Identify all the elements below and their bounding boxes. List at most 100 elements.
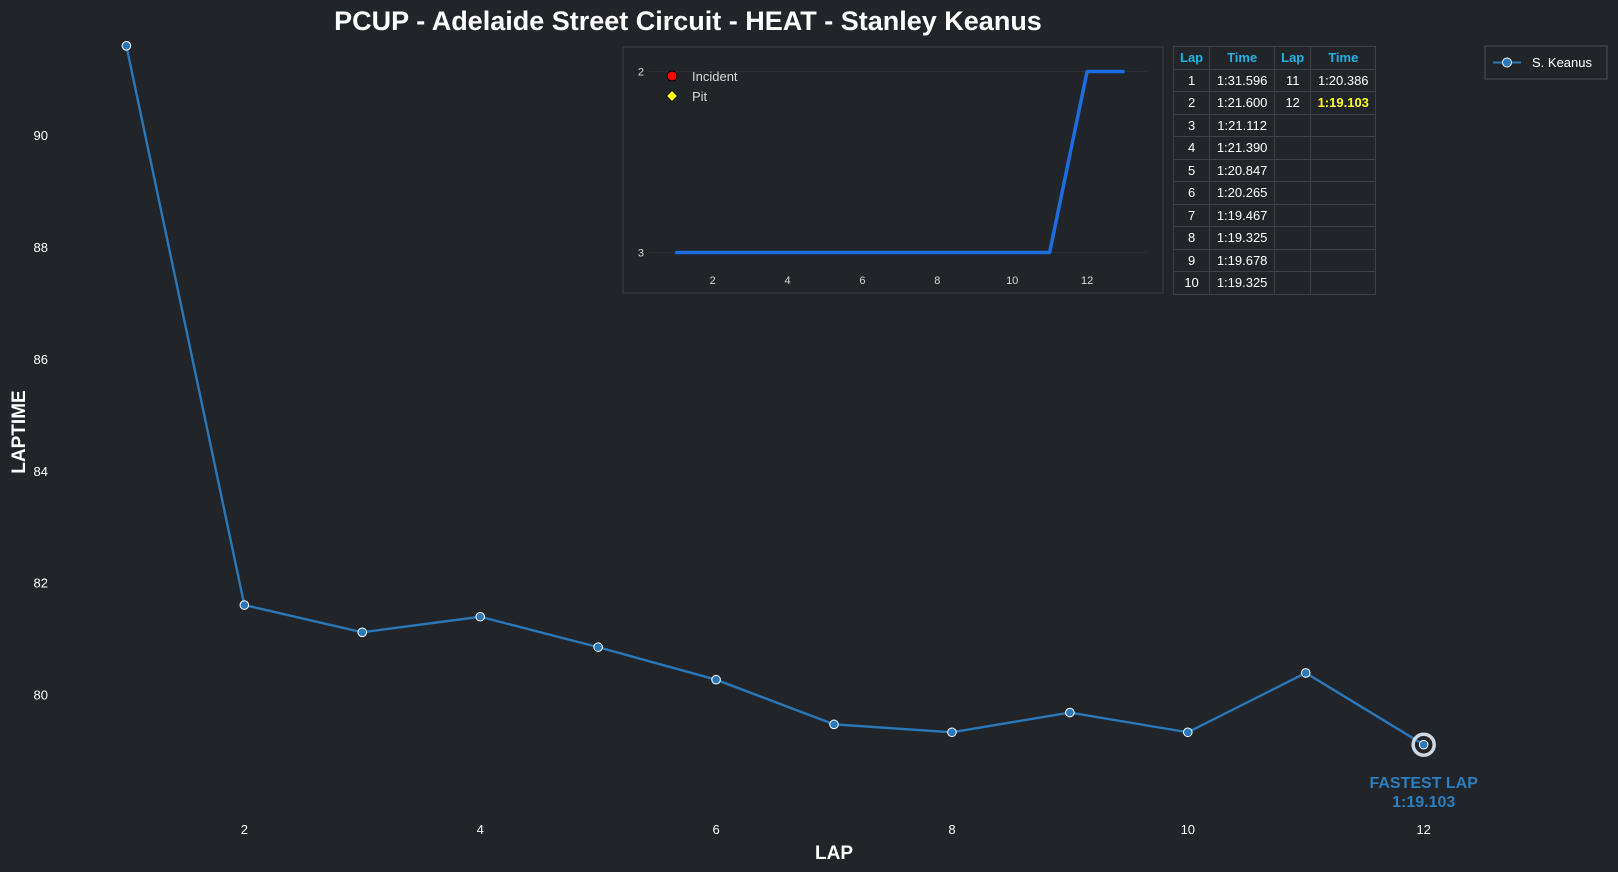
position-inset-chart: 2 3 2 4 6 8 10 12 Incident Pit [622,46,1164,294]
legend-entry-s-keanus: S. Keanus [1532,55,1592,70]
table-cell-time: 1:20.265 [1209,181,1276,205]
inset-y-tick-label: 2 [638,66,644,78]
inset-x-tick-label: 6 [859,275,865,287]
lap-table-body: 1 1:31.596 11 1:20.386 2 1:21.600 12 1:19.103 3 1… [1172,68,1377,295]
table-cell-time: 1:31.596 [1209,68,1276,92]
inset-x-tick-label: 2 [710,275,716,287]
table-cell-lap [1274,136,1312,160]
table-cell-time: 1:20.847 [1209,158,1276,182]
y-tick-label: 84 [34,464,48,479]
table-cell-time: 1:19.103 [1310,91,1377,115]
header-lap: Lap [1274,46,1312,70]
y-tick-label: 90 [34,128,48,143]
inset-x-tick-label: 4 [784,275,790,287]
table-cell-lap [1274,181,1312,205]
table-cell-time: 1:21.390 [1209,136,1276,160]
x-axis-label: LAP [815,843,853,864]
legend-entry-pit: Pit [692,89,708,104]
table-cell-time [1310,113,1377,137]
table-cell-lap: 5 [1172,158,1211,182]
data-point [121,41,132,51]
table-cell-time [1310,181,1377,205]
table-cell-time: 1:20.386 [1310,68,1377,92]
position-line [675,69,1125,255]
table-cell-lap: 2 [1172,91,1211,115]
table-cell-lap [1274,226,1312,250]
lap-times-table: Lap Time Lap Time 1 1:31.596 11 1:20.386 2 1:… [1172,46,1377,295]
table-cell-lap: 11 [1274,68,1312,92]
table-cell-lap [1274,203,1312,227]
table-row: 10 1:19.325 [1172,271,1377,295]
data-point [1418,739,1429,750]
x-tick-label: 2 [241,822,248,837]
table-cell-lap [1274,113,1312,137]
table-row: 3 1:21.112 [1172,113,1377,137]
table-cell-lap: 3 [1172,113,1211,137]
inset-plot-area: 2 3 2 4 6 8 10 12 [638,66,1147,287]
fastest-lap-label: FASTEST LAP [1369,775,1478,792]
legend: S. Keanus [1484,45,1608,80]
table-cell-lap [1274,248,1312,272]
table-row: 8 1:19.325 [1172,226,1377,250]
table-cell-time: 1:19.325 [1209,271,1276,295]
table-cell-lap: 1 [1172,68,1211,92]
table-cell-time: 1:19.467 [1209,203,1276,227]
inset-y-tick-label: 3 [638,248,644,260]
x-tick-label: 10 [1181,822,1195,837]
inset-legend: Incident Pit [665,69,738,104]
table-cell-lap [1274,158,1312,182]
table-cell-lap: 4 [1172,136,1211,160]
table-cell-time [1310,136,1377,160]
table-header-row: Lap Time Lap Time [1172,46,1377,70]
x-tick-label: 6 [712,822,719,837]
data-point [239,600,250,610]
data-point [357,627,368,638]
inset-x-tick-label: 8 [934,275,940,287]
table-cell-lap: 10 [1172,271,1211,295]
header-time: Time [1310,46,1377,70]
x-tick-label: 12 [1416,822,1430,837]
fastest-lap-time: 1:19.103 [1392,794,1455,811]
table-cell-time: 1:19.325 [1209,226,1276,250]
pit-marker-icon [665,89,679,103]
table-cell-lap: 9 [1172,248,1211,272]
table-row: 4 1:21.390 [1172,136,1377,160]
table-cell-lap: 8 [1172,226,1211,250]
legend-marker-swatch [1502,57,1512,68]
table-row: 2 1:21.600 12 1:19.103 [1172,91,1377,115]
table-cell-time [1310,203,1377,227]
data-point [475,611,485,622]
data-point [1300,668,1311,678]
table-row: 6 1:20.265 [1172,181,1377,205]
table-cell-time [1310,248,1377,272]
y-tick-label: 80 [34,688,48,703]
y-axis-label: LAPTIME [9,390,30,473]
header-time: Time [1209,46,1276,70]
table-cell-lap: 12 [1274,91,1312,115]
table-row: 1 1:31.596 11 1:20.386 [1172,68,1377,92]
table-cell-time [1310,226,1377,250]
table-cell-lap: 6 [1172,181,1211,205]
legend-entry-incident: Incident [692,69,738,84]
y-tick-label: 82 [34,576,48,591]
data-point [1065,707,1075,718]
data-point [593,642,603,652]
x-tick-label: 4 [477,822,484,837]
inset-x-tick-label: 10 [1006,275,1018,287]
table-row: 9 1:19.678 [1172,248,1377,272]
data-point [1183,727,1193,738]
header-lap: Lap [1172,46,1211,70]
table-cell-time [1310,271,1377,295]
incident-marker-icon [666,70,678,82]
y-tick-label: 86 [34,352,48,367]
table-cell-time: 1:21.600 [1209,91,1276,115]
table-cell-time: 1:19.678 [1209,248,1276,272]
data-point [711,674,721,685]
chart-title: PCUP - Adelaide Street Circuit - HEAT - … [334,6,1042,36]
data-point [947,727,957,738]
table-row: 7 1:19.467 [1172,203,1377,227]
table-cell-lap: 7 [1172,203,1211,227]
y-tick-label: 88 [34,240,48,255]
table-cell-time: 1:21.112 [1209,113,1276,137]
